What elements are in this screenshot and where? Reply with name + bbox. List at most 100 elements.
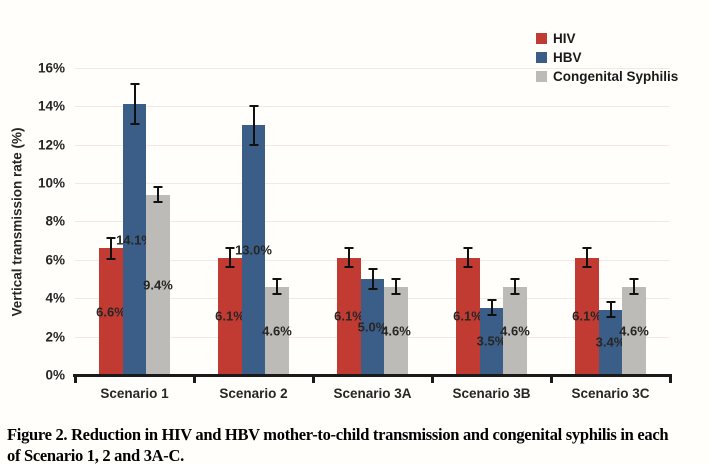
data-label: 6.1% (334, 308, 364, 324)
data-label: 3.5% (476, 333, 507, 349)
error-bar (467, 248, 469, 268)
error-bar-cap-top (463, 247, 473, 250)
error-bar-cap-bottom (225, 266, 235, 269)
y-tick-label-8%: 8% (45, 213, 65, 229)
data-label: 6.1% (453, 308, 483, 324)
error-bar-cap-top (582, 247, 592, 250)
error-bar (157, 186, 159, 203)
x-axis-tick (668, 374, 672, 383)
gridline-8% (75, 221, 670, 223)
chart-legend: HIV HBV Congenital Syphilis (536, 29, 678, 86)
error-bar-cap-bottom (368, 287, 377, 290)
error-bar (348, 248, 350, 268)
caption-line-2: of Scenario 1, 2 and 3A-C. (7, 446, 184, 464)
error-bar-cap-bottom (510, 293, 520, 296)
error-bar-cap-top (249, 105, 258, 108)
bar-hiv-4 (456, 257, 480, 375)
legend-item-hiv: HIV (536, 29, 678, 48)
data-label: 3.4% (595, 334, 626, 350)
bar-hiv-2 (218, 257, 242, 375)
error-bar-cap-top (510, 278, 520, 280)
bar-hiv-5 (575, 257, 599, 375)
bar-hbv-1 (122, 104, 147, 375)
x-axis-line (73, 374, 672, 377)
data-label: 6.6% (96, 304, 126, 320)
error-bar (609, 302, 612, 318)
bar-congenital-syphilis-1 (146, 194, 170, 375)
gridline-16% (75, 67, 670, 69)
data-label: 6.1% (215, 308, 245, 324)
data-label: 4.6% (381, 323, 411, 339)
error-bar (252, 106, 255, 145)
x-axis-tick (311, 374, 315, 383)
error-bar-cap-bottom (463, 266, 473, 269)
legend-swatch-icon (536, 52, 547, 63)
data-label: 4.6% (262, 323, 292, 339)
bar-hiv-3 (337, 257, 361, 375)
data-label: 4.6% (619, 323, 649, 339)
error-bar-cap-top (606, 301, 615, 304)
bar-congenital-syphilis-5 (622, 286, 646, 375)
bar-congenital-syphilis-3 (384, 286, 408, 375)
figure-caption: Figure 2. Reduction in HIV and HBV mothe… (7, 424, 707, 464)
x-category-label-2: Scenario 2 (219, 386, 288, 401)
error-bar (276, 279, 278, 295)
data-label: 14.1% (116, 232, 153, 248)
error-bar-cap-top (130, 83, 139, 86)
bar-congenital-syphilis-2 (265, 286, 289, 375)
data-label: 9.4% (143, 277, 173, 293)
y-tick-label-0%: 0% (45, 367, 65, 383)
x-category-label-4: Scenario 3B (452, 386, 531, 401)
y-tick-label-14%: 14% (37, 98, 65, 114)
legend-swatch-icon (536, 71, 547, 82)
error-bar-cap-bottom (487, 314, 496, 317)
gridline-6% (75, 259, 670, 261)
gridline-14% (75, 106, 670, 108)
error-bar-cap-top (368, 268, 377, 271)
error-bar-cap-bottom (582, 266, 592, 269)
x-axis-tick (73, 374, 77, 383)
error-bar-cap-bottom (606, 316, 615, 319)
error-bar-cap-bottom (106, 257, 116, 260)
x-category-label-5: Scenario 3C (571, 386, 650, 401)
error-bar-cap-top (106, 236, 116, 239)
error-bar (514, 279, 516, 295)
error-bar-cap-bottom (629, 293, 639, 296)
y-tick-label-6%: 6% (45, 252, 65, 268)
error-bar (586, 248, 588, 268)
x-category-label-1: Scenario 1 (100, 386, 169, 401)
error-bar-cap-top (344, 247, 354, 250)
error-bar (633, 279, 635, 295)
error-bar-cap-top (391, 278, 401, 280)
y-tick-label-10%: 10% (37, 175, 65, 191)
error-bar (371, 269, 374, 289)
error-bar-cap-top (225, 247, 235, 250)
x-axis-tick (549, 374, 553, 383)
error-bar-cap-bottom (272, 293, 282, 296)
caption-line-1: Figure 2. Reduction in HIV and HBV mothe… (7, 425, 669, 444)
error-bar (110, 237, 112, 259)
data-label: 13.0% (235, 242, 272, 258)
data-label: 5.0% (357, 319, 388, 335)
error-bar-cap-top (629, 278, 639, 280)
gridline-10% (75, 183, 670, 184)
x-axis-tick (430, 374, 434, 383)
bar-hbv-4 (479, 307, 504, 375)
bar-hbv-5 (598, 309, 623, 375)
error-bar-cap-top (487, 299, 496, 302)
y-tick-label-12%: 12% (37, 137, 65, 153)
legend-label: HIV (553, 31, 576, 46)
error-bar (229, 248, 231, 268)
error-bar-cap-bottom (249, 143, 258, 146)
error-bar-cap-bottom (391, 293, 401, 296)
bar-hiv-1 (99, 248, 123, 375)
bar-hbv-2 (241, 125, 266, 375)
x-axis-tick (192, 374, 196, 383)
bar-hbv-3 (360, 279, 385, 375)
x-category-label-3: Scenario 3A (333, 386, 412, 401)
error-bar-cap-bottom (153, 201, 163, 204)
error-bar-cap-bottom (344, 266, 354, 269)
error-bar-cap-bottom (130, 123, 139, 126)
error-bar-cap-top (153, 185, 163, 188)
gridline-12% (75, 144, 670, 146)
